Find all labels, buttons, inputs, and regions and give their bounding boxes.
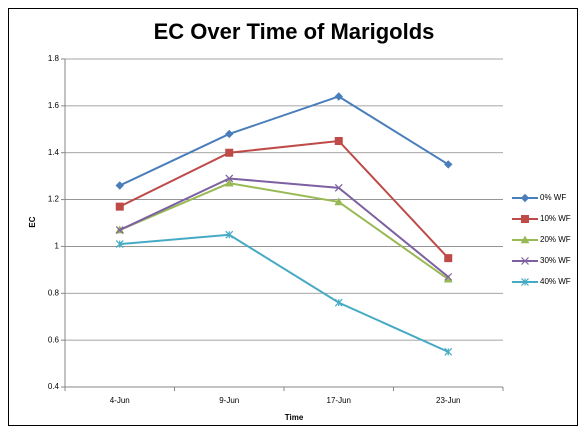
legend-label: 0% WF xyxy=(540,193,566,202)
y-tick-label: 1.2 xyxy=(48,195,60,204)
series-line xyxy=(119,233,449,353)
data-point xyxy=(225,129,234,139)
y-tick-label: 1 xyxy=(55,242,60,251)
data-point xyxy=(224,178,234,187)
x-axis-label: Time xyxy=(285,413,304,422)
series-line xyxy=(119,139,449,259)
data-point xyxy=(115,226,124,234)
data-point xyxy=(334,197,344,206)
data-point xyxy=(334,183,343,192)
legend-label: 40% WF xyxy=(540,277,571,286)
y-tick-label: 1.4 xyxy=(48,148,60,157)
y-tick-label: 1.8 xyxy=(48,54,60,63)
data-point xyxy=(444,272,453,281)
data-point xyxy=(225,174,234,183)
data-point xyxy=(115,202,124,211)
y-tick-label: 0.6 xyxy=(48,335,60,344)
data-point xyxy=(444,160,453,169)
x-tick-label: 9-Jun xyxy=(219,396,239,405)
data-point xyxy=(334,137,343,145)
series-line xyxy=(119,95,449,187)
series-line xyxy=(119,182,449,281)
data-point xyxy=(225,148,234,157)
x-tick-label: 23-Jun xyxy=(436,396,460,405)
y-axis-label: EC xyxy=(28,216,37,227)
chart-title: EC Over Time of Marigolds xyxy=(154,19,435,44)
y-tick-label: 1.6 xyxy=(48,101,60,110)
data-point xyxy=(444,254,453,263)
data-point xyxy=(444,347,453,356)
legend-marker xyxy=(520,193,530,203)
series-line xyxy=(119,177,449,278)
data-point xyxy=(334,92,343,101)
data-point xyxy=(225,230,234,239)
y-tick-label: 0.4 xyxy=(48,382,60,391)
legend-marker xyxy=(521,215,529,223)
x-tick-label: 17-Jun xyxy=(327,396,351,405)
data-point xyxy=(115,240,124,249)
legend-marker xyxy=(520,235,530,244)
legend-marker xyxy=(521,278,529,286)
legend-label: 20% WF xyxy=(540,235,571,244)
y-tick-label: 0.8 xyxy=(48,288,60,297)
data-point xyxy=(334,298,343,307)
chart-frame xyxy=(8,8,578,426)
legend-label: 10% WF xyxy=(540,214,571,223)
data-point xyxy=(115,181,124,190)
legend-marker xyxy=(521,257,529,265)
x-tick-label: 4-Jun xyxy=(110,396,130,405)
legend-label: 30% WF xyxy=(540,256,571,265)
